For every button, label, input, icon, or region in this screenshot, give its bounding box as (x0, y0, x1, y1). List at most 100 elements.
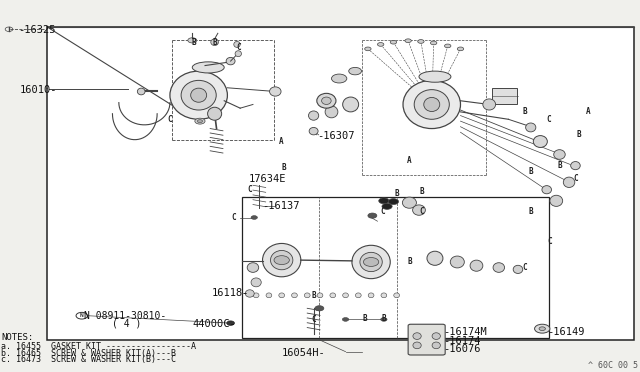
Text: A: A (586, 108, 591, 116)
Text: B: B (212, 38, 217, 47)
Text: C: C (420, 208, 424, 217)
Text: C: C (548, 237, 552, 246)
Ellipse shape (342, 293, 348, 298)
Ellipse shape (245, 290, 254, 297)
Text: -16174: -16174 (444, 336, 481, 346)
Ellipse shape (419, 71, 451, 82)
Ellipse shape (542, 186, 552, 194)
Text: -16076: -16076 (444, 344, 481, 355)
Text: B: B (282, 163, 286, 172)
Text: C: C (573, 174, 578, 183)
Ellipse shape (525, 123, 536, 132)
Text: -16137: -16137 (262, 201, 300, 211)
Ellipse shape (342, 97, 358, 112)
Circle shape (349, 67, 362, 75)
Text: -16307: -16307 (317, 131, 355, 141)
Ellipse shape (381, 293, 387, 298)
Ellipse shape (330, 293, 335, 298)
Ellipse shape (571, 161, 580, 170)
Text: B: B (407, 257, 412, 266)
Ellipse shape (211, 39, 218, 45)
Ellipse shape (317, 293, 323, 298)
Ellipse shape (192, 62, 224, 73)
Text: B: B (420, 187, 424, 196)
Circle shape (365, 47, 371, 51)
Ellipse shape (207, 107, 221, 120)
Circle shape (364, 257, 379, 266)
Ellipse shape (554, 150, 565, 159)
Ellipse shape (403, 197, 417, 208)
Circle shape (418, 39, 424, 43)
Text: a. 16455  GASKET KIT -----------------A: a. 16455 GASKET KIT -----------------A (1, 342, 196, 351)
Ellipse shape (413, 342, 421, 349)
Ellipse shape (305, 293, 310, 298)
Ellipse shape (483, 99, 495, 110)
Circle shape (315, 306, 324, 311)
Ellipse shape (235, 51, 241, 57)
Text: 17634E: 17634E (248, 174, 286, 184)
Text: c. 16473  SCREW & WASHER KIT(B)---C: c. 16473 SCREW & WASHER KIT(B)---C (1, 355, 177, 364)
Ellipse shape (269, 87, 281, 96)
Ellipse shape (427, 251, 443, 265)
Text: B: B (311, 291, 316, 300)
Text: B: B (557, 161, 562, 170)
Circle shape (227, 321, 234, 326)
Text: B: B (362, 314, 367, 323)
Ellipse shape (321, 97, 331, 105)
Circle shape (342, 318, 349, 321)
Ellipse shape (355, 293, 361, 298)
Ellipse shape (563, 177, 575, 187)
Ellipse shape (181, 80, 216, 110)
Text: B: B (394, 189, 399, 198)
Circle shape (368, 213, 377, 218)
Ellipse shape (226, 57, 235, 65)
Text: 16054H-: 16054H- (282, 348, 325, 358)
Text: A: A (280, 137, 284, 146)
Ellipse shape (470, 260, 483, 271)
Ellipse shape (432, 333, 440, 339)
Circle shape (251, 216, 257, 219)
Ellipse shape (325, 106, 338, 118)
Circle shape (534, 324, 550, 333)
Ellipse shape (308, 111, 319, 120)
Ellipse shape (309, 128, 318, 135)
Ellipse shape (424, 97, 440, 112)
Bar (492, 88, 516, 105)
Text: 16010-: 16010- (20, 85, 58, 94)
Ellipse shape (513, 265, 523, 273)
Ellipse shape (394, 293, 399, 298)
Text: N 08911-30810-: N 08911-30810- (84, 311, 166, 321)
Ellipse shape (266, 293, 272, 298)
Ellipse shape (414, 90, 449, 119)
Ellipse shape (247, 263, 259, 272)
FancyBboxPatch shape (408, 324, 445, 355)
Text: B: B (577, 129, 581, 139)
Ellipse shape (432, 342, 440, 349)
Text: 16118-: 16118- (211, 288, 249, 298)
Ellipse shape (360, 252, 382, 272)
Text: ^ 60C 00 5: ^ 60C 00 5 (588, 361, 638, 370)
Text: -16325: -16325 (18, 25, 56, 35)
Text: ( 4 ): ( 4 ) (113, 319, 142, 329)
Text: C: C (380, 208, 385, 217)
Text: -16149: -16149 (547, 327, 584, 337)
Text: NOTES:: NOTES: (1, 333, 33, 342)
Ellipse shape (317, 93, 336, 108)
Circle shape (381, 318, 387, 321)
Ellipse shape (403, 80, 461, 129)
Ellipse shape (413, 205, 426, 215)
Ellipse shape (352, 245, 390, 279)
Bar (47, 27, 634, 340)
Ellipse shape (251, 278, 261, 287)
Circle shape (388, 199, 399, 205)
Ellipse shape (368, 293, 374, 298)
Circle shape (195, 118, 205, 124)
Text: B: B (192, 38, 196, 47)
Ellipse shape (451, 256, 465, 268)
Circle shape (431, 41, 437, 45)
Text: B: B (522, 108, 527, 116)
Bar (242, 197, 548, 338)
Text: -16174M: -16174M (444, 327, 487, 337)
Text: B: B (529, 208, 533, 217)
Text: C: C (168, 115, 172, 124)
